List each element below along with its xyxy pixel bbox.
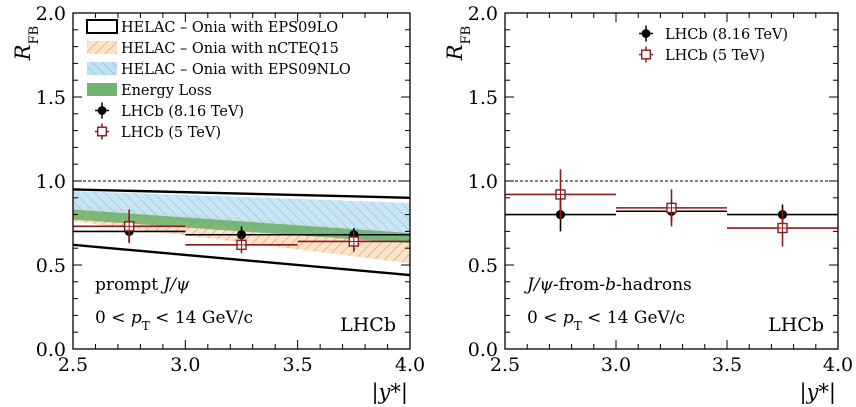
x-tick-label: 3.5: [712, 354, 742, 376]
y-tick-label: 0.0: [468, 339, 498, 361]
y-tick-label: 1.5: [468, 87, 498, 109]
x-tick-label: 2.5: [490, 354, 520, 376]
x-tick-label: 2.5: [58, 354, 88, 376]
x-axis-label: |y*|: [799, 380, 836, 405]
legend-swatch-energy-loss: [87, 83, 117, 96]
y-tick-label: 1.0: [468, 171, 498, 193]
legend-label: LHCb (8.16 TeV): [121, 104, 244, 120]
legend-swatch-eps09nlo: [87, 62, 117, 75]
band-eps09lo-lower: [73, 243, 410, 277]
legend-label: LHCb (8.16 TeV): [665, 27, 788, 43]
series-lhcb-5tev: [505, 169, 838, 247]
legend: LHCb (8.16 TeV) LHCb (5 TeV): [639, 25, 788, 64]
legend-swatch-ncteq15: [87, 41, 117, 54]
legend-label: LHCb (5 TeV): [665, 48, 765, 64]
y-tick-label: 2.0: [36, 3, 66, 25]
legend-label: HELAC – Onia with nCTEQ15: [121, 41, 339, 57]
legend-marker-open: [641, 49, 652, 60]
y-tick-label: 1.0: [36, 171, 66, 193]
legend-swatch-eps09lo: [86, 19, 118, 34]
legend: HELAC – Onia with EPS09LO HELAC – Onia wi…: [86, 19, 351, 141]
annotation-title: J/ψ-from-b-hadrons: [524, 275, 692, 295]
band-eps09lo-upper: [73, 188, 410, 199]
legend-label: HELAC – Onia with EPS09NLO: [121, 62, 351, 78]
legend-marker-filled: [97, 106, 107, 115]
y-axis-label: RFB: [443, 26, 474, 61]
y-tick-label: 2.0: [468, 3, 498, 25]
annotation-title: prompt J/ψ: [95, 275, 190, 295]
y-tick-label: 0.5: [468, 255, 498, 277]
annotation-pt-range: 0 < pT < 14 GeV/c: [527, 308, 685, 333]
x-axis-label: |y*|: [371, 380, 408, 405]
data-point-filled: [236, 230, 247, 240]
x-tick-label: 4.0: [395, 354, 425, 376]
legend-label: Energy Loss: [121, 83, 212, 99]
x-tick-label: 3.0: [170, 354, 200, 376]
legend-label: HELAC – Onia with EPS09LO: [121, 20, 338, 36]
y-tick-label: 1.5: [36, 87, 66, 109]
x-tick-label: 3.5: [283, 354, 313, 376]
legend-marker-open: [96, 126, 107, 137]
x-tick-label: 4.0: [823, 354, 853, 376]
x-tick-label: 3.0: [601, 354, 631, 376]
legend-label: LHCb (5 TeV): [121, 125, 221, 141]
y-tick-label: 0.0: [36, 339, 66, 361]
y-axis-label: RFB: [11, 26, 42, 61]
experiment-label: LHCb: [768, 314, 824, 336]
annotation-pt-range: 0 < pT < 14 GeV/c: [95, 308, 253, 333]
y-tick-label: 0.5: [36, 255, 66, 277]
series-lhcb-5tev: [73, 209, 410, 254]
legend-marker-filled: [641, 29, 651, 38]
experiment-label: LHCb: [340, 314, 396, 336]
